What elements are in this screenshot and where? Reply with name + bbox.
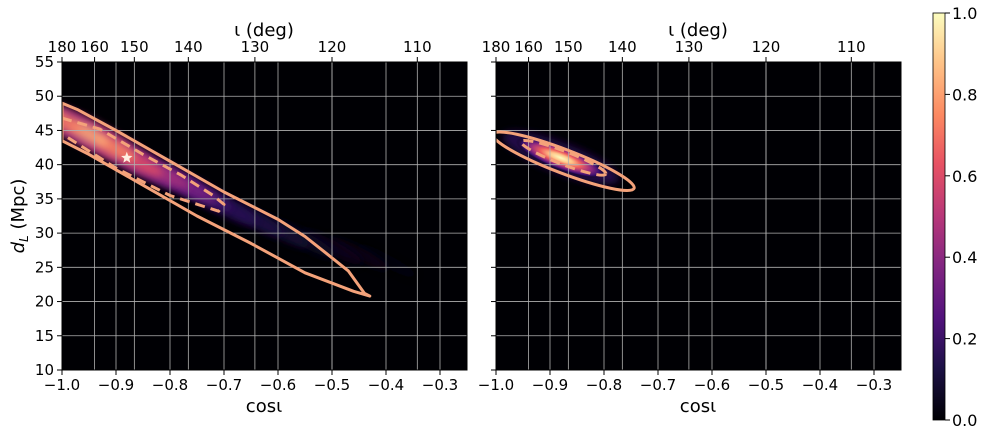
left-axis-ticks: −1.0 −0.9 −0.8 −0.7 −0.6 −0.5 −0.4 −0.3 180 160 15… [35,38,458,394]
left-xtick-label: −0.9 [98,376,134,394]
left-ytick-label: 10 [35,361,54,379]
left-top-tick-label: 160 [80,38,109,56]
colorbar-ticks: 0.0 0.2 0.4 0.6 0.8 1.0 [945,4,977,430]
right-xtick-label: −0.8 [586,376,622,394]
right-plot-background [496,62,901,370]
left-xtick-label: −0.5 [314,376,350,394]
left-panel: −1.0 −0.9 −0.8 −0.7 −0.6 −0.5 −0.4 −0.3 180 160 15… [8,20,468,417]
left-ytick-label: 35 [35,190,54,208]
right-xtick-label: −0.7 [640,376,676,394]
left-contour-50 [62,116,226,213]
right-top-tick-label: 130 [675,38,704,56]
right-top-tick-label: 110 [837,38,866,56]
right-top-tick-label: 150 [554,38,583,56]
left-ytick-label: 30 [35,224,54,242]
left-ytick-label: 55 [35,53,54,71]
left-xtick-label: −0.4 [368,376,404,394]
left-density-core [62,107,82,133]
left-density-blob [328,236,390,271]
left-top-tick-label: 150 [120,38,149,56]
left-xtick-label: −0.7 [206,376,242,394]
right-axis-ticks: −1.0 −0.9 −0.8 −0.7 −0.6 −0.5 −0.4 −0.3 180 160 15… [478,38,892,394]
right-density-peak [515,137,606,179]
left-xtick-label: −0.8 [152,376,188,394]
left-xtick-label: −0.6 [260,376,296,394]
left-ylabel: dL (Mpc) [8,179,31,254]
right-grid [495,61,901,371]
left-xtick-label: −0.3 [422,376,458,394]
right-contour-90 [496,130,636,193]
colorbar-gradient [932,12,946,421]
left-top-tick-label: 110 [403,38,432,56]
right-top-axis-label: ι (deg) [668,20,728,41]
right-top-tick-label: 140 [608,38,637,56]
right-xtick-label: −0.3 [856,376,892,394]
right-xtick-label: −0.4 [802,376,838,394]
left-ytick-label: 40 [35,156,54,174]
right-xtick-label: −0.5 [748,376,784,394]
right-top-tick-label: 180 [482,38,511,56]
right-xlabel: cosι [680,396,716,417]
colorbar: 0.0 0.2 0.4 0.6 0.8 1.0 [932,4,977,430]
left-ytick-label: 45 [35,121,54,139]
right-density-map [502,131,619,185]
right-plot-frame [495,61,902,371]
left-contours [62,101,372,298]
colorbar-tick-label: 1.0 [952,4,977,23]
right-contour-50 [519,138,608,177]
right-xtick-label: −1.0 [478,376,514,394]
left-contour-90 [62,101,372,298]
left-top-tick-label: 140 [174,38,203,56]
colorbar-tick-label: 0.6 [952,167,977,186]
injection-star-marker [121,151,133,163]
colorbar-tick-label: 0.0 [952,411,977,430]
left-ytick-label: 50 [35,87,54,105]
left-ytick-label: 25 [35,258,54,276]
colorbar-tick-label: 0.4 [952,248,977,267]
right-panel: −1.0 −0.9 −0.8 −0.7 −0.6 −0.5 −0.4 −0.3 180 160 15… [478,20,902,417]
left-top-tick-label: 130 [241,38,270,56]
colorbar-tick-label: 0.2 [952,330,977,349]
right-top-tick-label: 120 [752,38,781,56]
right-xtick-label: −0.9 [532,376,568,394]
left-xtick-label: −1.0 [44,376,80,394]
left-top-axis-label: ι (deg) [234,20,294,41]
right-top-tick-label: 160 [514,38,543,56]
right-xtick-label: −0.6 [694,376,730,394]
left-top-tick-label: 120 [318,38,347,56]
colorbar-tick-label: 0.8 [952,85,977,104]
left-ytick-label: 15 [35,327,54,345]
left-xlabel: cosι [246,396,282,417]
left-ytick-label: 20 [35,293,54,311]
left-top-tick-label: 180 [48,38,77,56]
left-plot-frame [61,61,468,371]
right-contours [496,130,636,193]
